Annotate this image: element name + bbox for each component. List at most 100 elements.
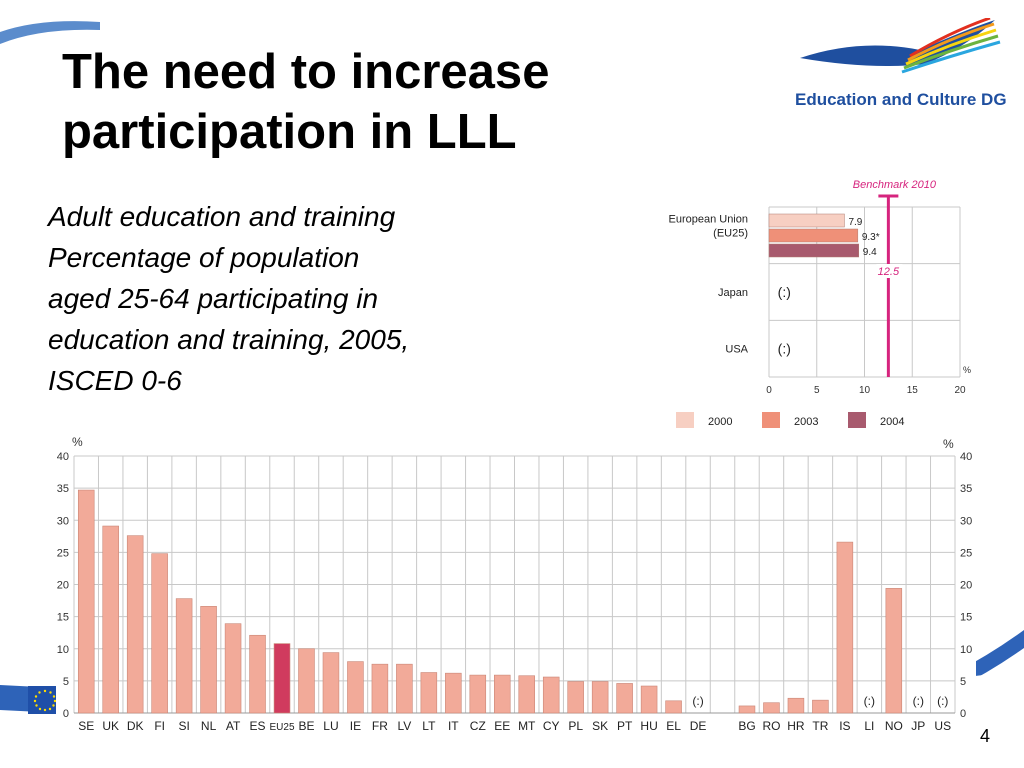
subtitle-line-5: ISCED 0-6: [48, 365, 182, 396]
bar-UK: [102, 525, 119, 714]
bar-SI: [175, 598, 193, 714]
bar-NO: [885, 588, 903, 714]
x-tick-label-IT: IT: [448, 719, 459, 733]
x-tick-label-BE: BE: [298, 719, 314, 733]
bar-AT: [224, 623, 242, 714]
x-tick-label-NL: NL: [201, 719, 217, 733]
subtitle-line-3: aged 25-64 participating in: [48, 283, 379, 314]
small-x-tick-label: 10: [859, 385, 871, 396]
subtitle-line-2: Percentage of population: [48, 242, 360, 273]
missing-marker-US: (:): [937, 694, 948, 708]
x-tick-label-PL: PL: [568, 719, 583, 733]
benchmark-label: Benchmark 2010: [853, 179, 937, 191]
bar-CZ: [469, 674, 487, 714]
bar-IS: [836, 541, 854, 714]
small-bar-2003: [768, 228, 859, 243]
small-category-label: Japan: [718, 287, 748, 299]
missing-marker-LI: (:): [864, 694, 875, 708]
x-tick-label-SK: SK: [592, 719, 608, 733]
x-tick-label-EE: EE: [494, 719, 510, 733]
small-missing-marker: (:): [778, 284, 791, 300]
small-bar-value-label: 9.4: [863, 247, 877, 258]
title-line-1: The need to increase: [62, 45, 550, 99]
y-tick-label-right: 10: [960, 644, 972, 656]
x-tick-label-LI: LI: [864, 719, 874, 733]
x-tick-label-RO: RO: [762, 719, 780, 733]
small-bar-2000: [768, 213, 845, 228]
bar-SE: [77, 489, 95, 714]
legend-label: 2000: [708, 416, 732, 428]
bar-HR: [787, 697, 805, 714]
y-tick-label-right: 25: [960, 547, 972, 559]
y-tick-label-left: 30: [57, 515, 69, 527]
x-tick-label-FI: FI: [154, 719, 165, 733]
benchmark-value-bg: [876, 264, 903, 278]
y-tick-label-right: 0: [960, 708, 966, 720]
x-tick-label-FR: FR: [372, 719, 388, 733]
y-unit-right: %: [943, 437, 954, 451]
bar-FR: [371, 663, 389, 714]
bar-EU25: [273, 643, 291, 714]
bar-EE: [494, 674, 511, 714]
x-tick-label-SE: SE: [78, 719, 94, 733]
title-line-2: participation in LLL: [62, 105, 517, 159]
small-category-label: European Union: [668, 213, 748, 225]
bar-PL: [567, 681, 584, 714]
page-number: 4: [980, 726, 991, 746]
bar-LV: [396, 663, 413, 714]
bar-IE: [347, 661, 364, 714]
bar-PT: [616, 683, 633, 714]
logo-text: Education and Culture DG: [795, 90, 1007, 109]
subtitle-line-1: Adult education and training: [48, 201, 396, 232]
education-culture-logo-icon: [800, 18, 1001, 74]
small-category-label: USA: [725, 344, 748, 356]
top-swoosh-decoration: [0, 21, 100, 44]
x-tick-label-AT: AT: [226, 719, 241, 733]
bar-IT: [445, 672, 462, 714]
legend-swatch-2004: [848, 412, 866, 428]
small-bar-2004: [768, 243, 860, 258]
bar-LT: [420, 672, 438, 714]
x-tick-label-MT: MT: [518, 719, 536, 733]
x-tick-label-HR: HR: [787, 719, 805, 733]
bar-ES: [249, 634, 266, 714]
y-tick-label-left: 35: [57, 483, 69, 495]
x-tick-label-ES: ES: [250, 719, 266, 733]
bar-MT: [518, 675, 535, 714]
x-tick-label-CY: CY: [543, 719, 560, 733]
small-x-tick-label: 20: [954, 385, 966, 396]
x-tick-label-IS: IS: [839, 719, 850, 733]
x-tick-label-BG: BG: [738, 719, 755, 733]
bar-BG: [738, 705, 756, 714]
small-x-tick-label: 0: [766, 385, 772, 396]
x-tick-label-PT: PT: [617, 719, 633, 733]
small-category-label: (EU25): [713, 227, 748, 239]
bar-CY: [542, 676, 560, 714]
x-tick-label-IE: IE: [350, 719, 361, 733]
small-x-tick-label: 15: [907, 385, 919, 396]
x-tick-label-DK: DK: [127, 719, 144, 733]
legend-swatch-2000: [676, 412, 694, 428]
bar-FI: [151, 553, 168, 714]
missing-marker-JP: (:): [913, 694, 924, 708]
bar-DK: [126, 535, 144, 714]
x-tick-label-US: US: [934, 719, 951, 733]
bar-NL: [200, 606, 217, 714]
y-tick-label-right: 30: [960, 515, 972, 527]
y-tick-label-left: 15: [57, 612, 69, 624]
x-tick-label-HU: HU: [640, 719, 657, 733]
y-unit-left: %: [72, 435, 83, 449]
x-tick-label-JP: JP: [911, 719, 925, 733]
small-bar-value-label: 9.3*: [862, 232, 880, 243]
bar-SK: [591, 681, 609, 714]
x-tick-label-LV: LV: [397, 719, 411, 733]
y-tick-label-left: 10: [57, 644, 69, 656]
small-bar-value-label: 7.9: [848, 217, 862, 228]
x-tick-label-TR: TR: [812, 719, 828, 733]
y-tick-label-right: 20: [960, 580, 972, 592]
y-tick-label-left: 0: [63, 708, 69, 720]
bar-BE: [298, 648, 315, 714]
bar-TR: [812, 699, 829, 714]
